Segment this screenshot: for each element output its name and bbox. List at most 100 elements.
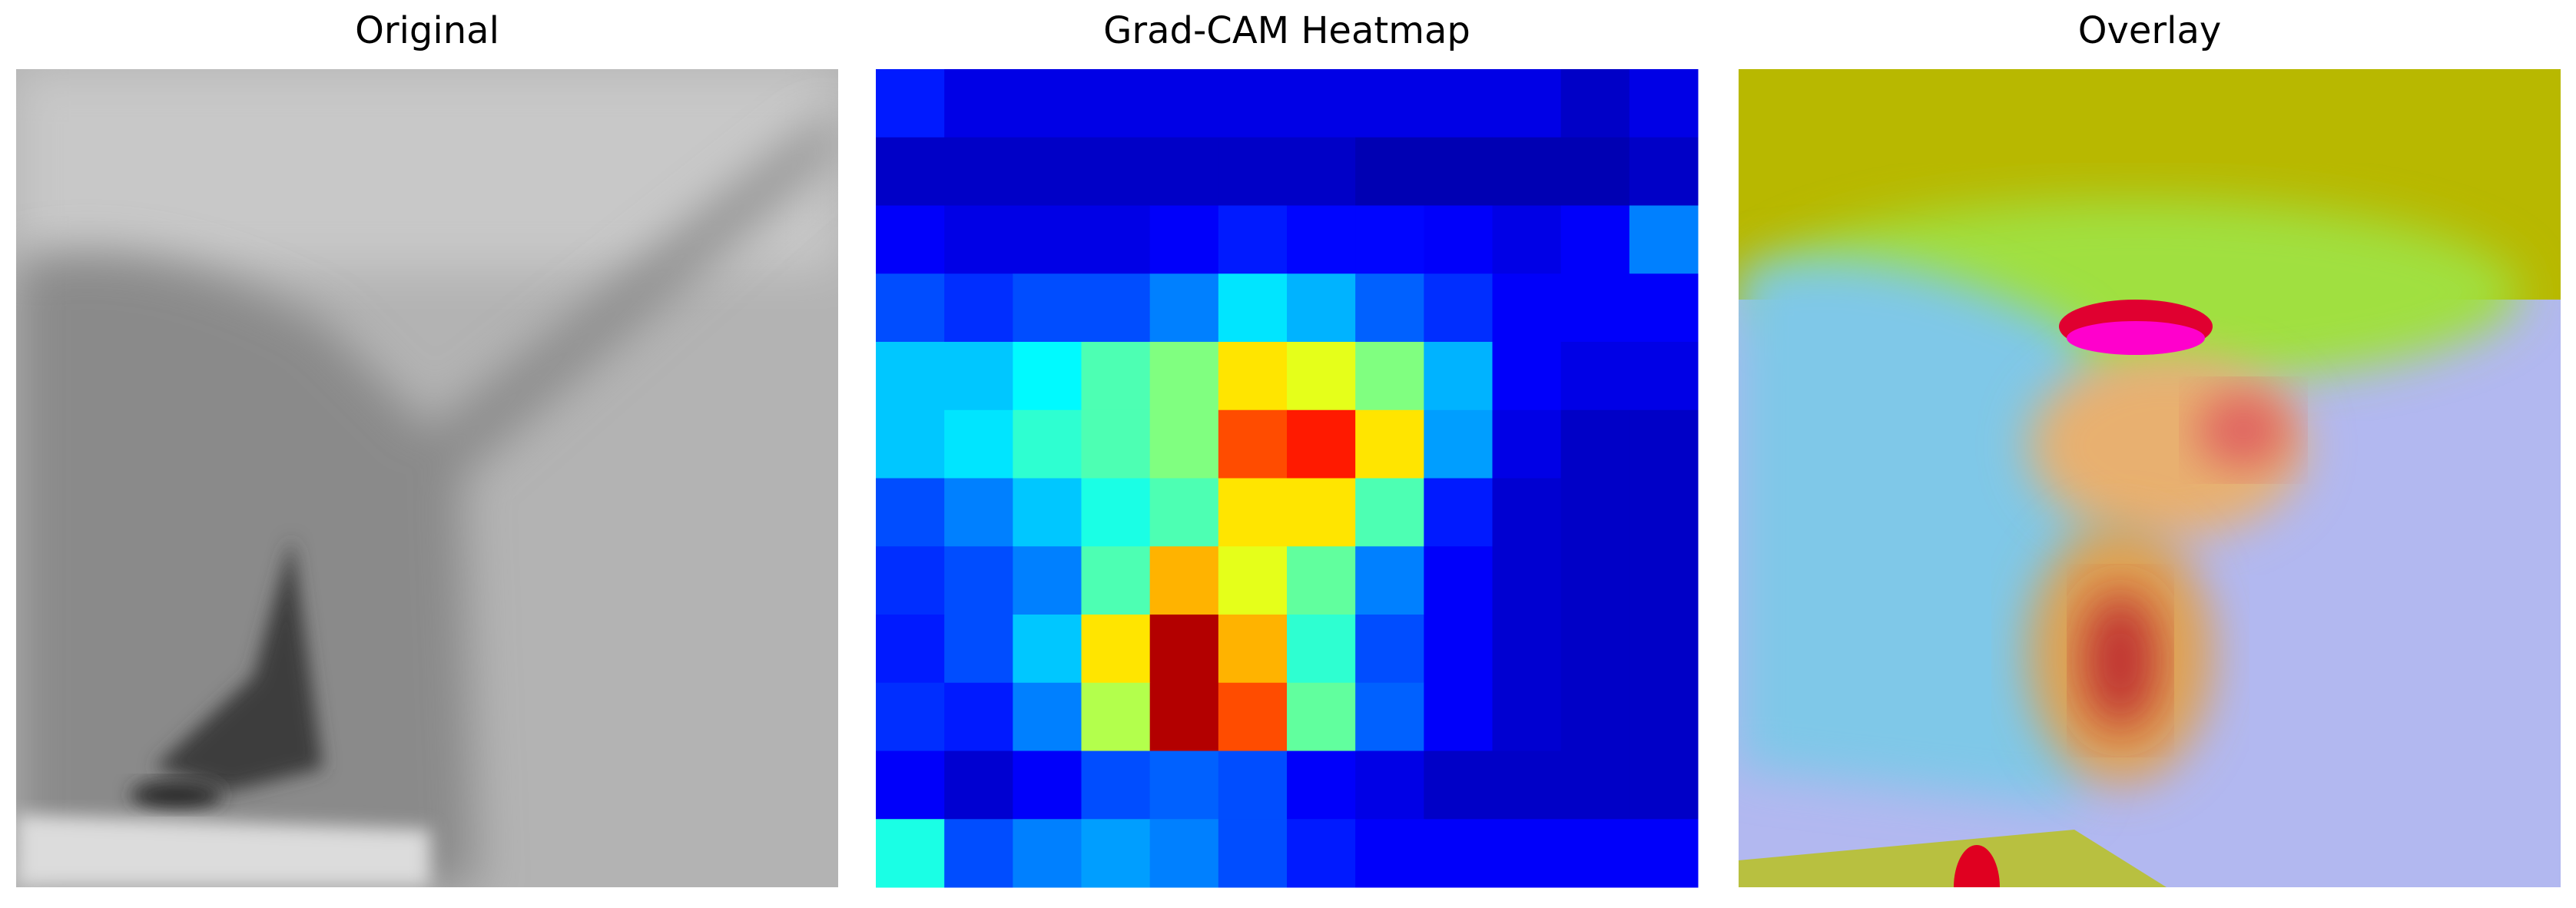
heatmap-cell (1355, 751, 1424, 820)
heatmap-cell (1013, 409, 1082, 479)
heatmap-cell (1629, 137, 1699, 206)
heatmap-cell (1492, 137, 1562, 206)
heatmap-cell (1492, 69, 1562, 138)
heatmap-cell (1424, 273, 1493, 343)
heatmap-cell (1287, 69, 1356, 138)
heatmap-cell (1629, 546, 1699, 615)
heatmap-cell (1287, 342, 1356, 411)
panel-title: Overlay (2078, 9, 2222, 52)
heatmap-cell (944, 546, 1013, 615)
heatmap-cell (876, 751, 945, 820)
heatmap-cell (1218, 69, 1288, 138)
heatmap-cell (876, 615, 945, 684)
heatmap-cell (1149, 546, 1219, 615)
heatmap-cell (1287, 409, 1356, 479)
heatmap-cell (1218, 682, 1288, 751)
heatmap-cell (1081, 409, 1151, 479)
heatmap-cell (1492, 819, 1562, 888)
heatmap-cell (1287, 273, 1356, 343)
heatmap-cell (1355, 682, 1424, 751)
heatmap-cell (1287, 137, 1356, 206)
heatmap-cell (1218, 546, 1288, 615)
panel-title: Original (355, 9, 499, 52)
heatmap-cell (1560, 273, 1630, 343)
heatmap-cell (1149, 342, 1219, 411)
heatmap-cell (1560, 819, 1630, 888)
heatmap-cell (1013, 69, 1082, 138)
heatmap-cell (1081, 751, 1151, 820)
original-image (16, 69, 838, 887)
heatmap-cell (1287, 682, 1356, 751)
heatmap-cell (1081, 69, 1151, 138)
heatmap-cell (876, 69, 945, 138)
heatmap-cell (1149, 137, 1219, 206)
heatmap-cell (1424, 819, 1493, 888)
heatmap-cell (1013, 478, 1082, 547)
heatmap-cell (1218, 819, 1288, 888)
heatmap-cell (1218, 205, 1288, 274)
heatmap-cell (1149, 615, 1219, 684)
heatmap-cell (876, 409, 945, 479)
heatmap-cell (944, 273, 1013, 343)
heatmap-cell (1013, 819, 1082, 888)
heatmap-cell (1492, 205, 1562, 274)
heatmap-cell (1355, 409, 1424, 479)
heatmap-cell (1287, 546, 1356, 615)
heatmap-cell (1560, 682, 1630, 751)
heatmap-cell (1287, 478, 1356, 547)
heatmap-cell (1629, 273, 1699, 343)
heatmap-cell (1355, 137, 1424, 206)
heatmap-cell (944, 69, 1013, 138)
heatmap-cell (1355, 342, 1424, 411)
heatmap-cell (944, 137, 1013, 206)
heatmap-cell (1081, 205, 1151, 274)
heatmap-cell (1424, 137, 1493, 206)
heatmap-cell (1149, 751, 1219, 820)
heatmap-cell (876, 205, 945, 274)
heatmap-cell (876, 137, 945, 206)
heatmap (876, 69, 1699, 888)
panel-title: Grad-CAM Heatmap (1103, 9, 1470, 52)
heatmap-cell (1149, 682, 1219, 751)
heatmap-cell (1424, 615, 1493, 684)
heatmap-cell (1287, 819, 1356, 888)
heatmap-cell (1287, 205, 1356, 274)
heatmap-cell (1355, 819, 1424, 888)
heatmap-cell (1218, 409, 1288, 479)
heatmap-cell (1424, 409, 1493, 479)
heatmap-cell (1013, 751, 1082, 820)
heatmap-cell (944, 478, 1013, 547)
heatmap-cell (1492, 478, 1562, 547)
heatmap-cell (1081, 478, 1151, 547)
heatmap-cell (1560, 137, 1630, 206)
heatmap-cell (1081, 342, 1151, 411)
heatmap-cell (1560, 751, 1630, 820)
heatmap-cell (1424, 546, 1493, 615)
heatmap-cell (1629, 205, 1699, 274)
heatmap-cell (1013, 546, 1082, 615)
heatmap-cell (1218, 751, 1288, 820)
heatmap-cell (1287, 751, 1356, 820)
heatmap-cell (1492, 409, 1562, 479)
heatmap-cell (1081, 137, 1151, 206)
heatmap-cell (1560, 69, 1630, 138)
heatmap-cell (1218, 342, 1288, 411)
heatmap-cell (1629, 682, 1699, 751)
heatmap-cell (1492, 546, 1562, 615)
heatmap-cell (1287, 615, 1356, 684)
heatmap-cell (1149, 819, 1219, 888)
heatmap-cell (876, 273, 945, 343)
heatmap-cell (1424, 342, 1493, 411)
heatmap-cell (944, 205, 1013, 274)
heatmap-cell (1081, 682, 1151, 751)
heatmap-cell (1560, 409, 1630, 479)
heatmap-cell (944, 751, 1013, 820)
heatmap-cell (1560, 615, 1630, 684)
heatmap-cell (1013, 137, 1082, 206)
heatmap-cell (1218, 615, 1288, 684)
heatmap-cell (1149, 205, 1219, 274)
heatmap-cell (1492, 273, 1562, 343)
heatmap-cell (1081, 819, 1151, 888)
heatmap-cell (876, 819, 945, 888)
